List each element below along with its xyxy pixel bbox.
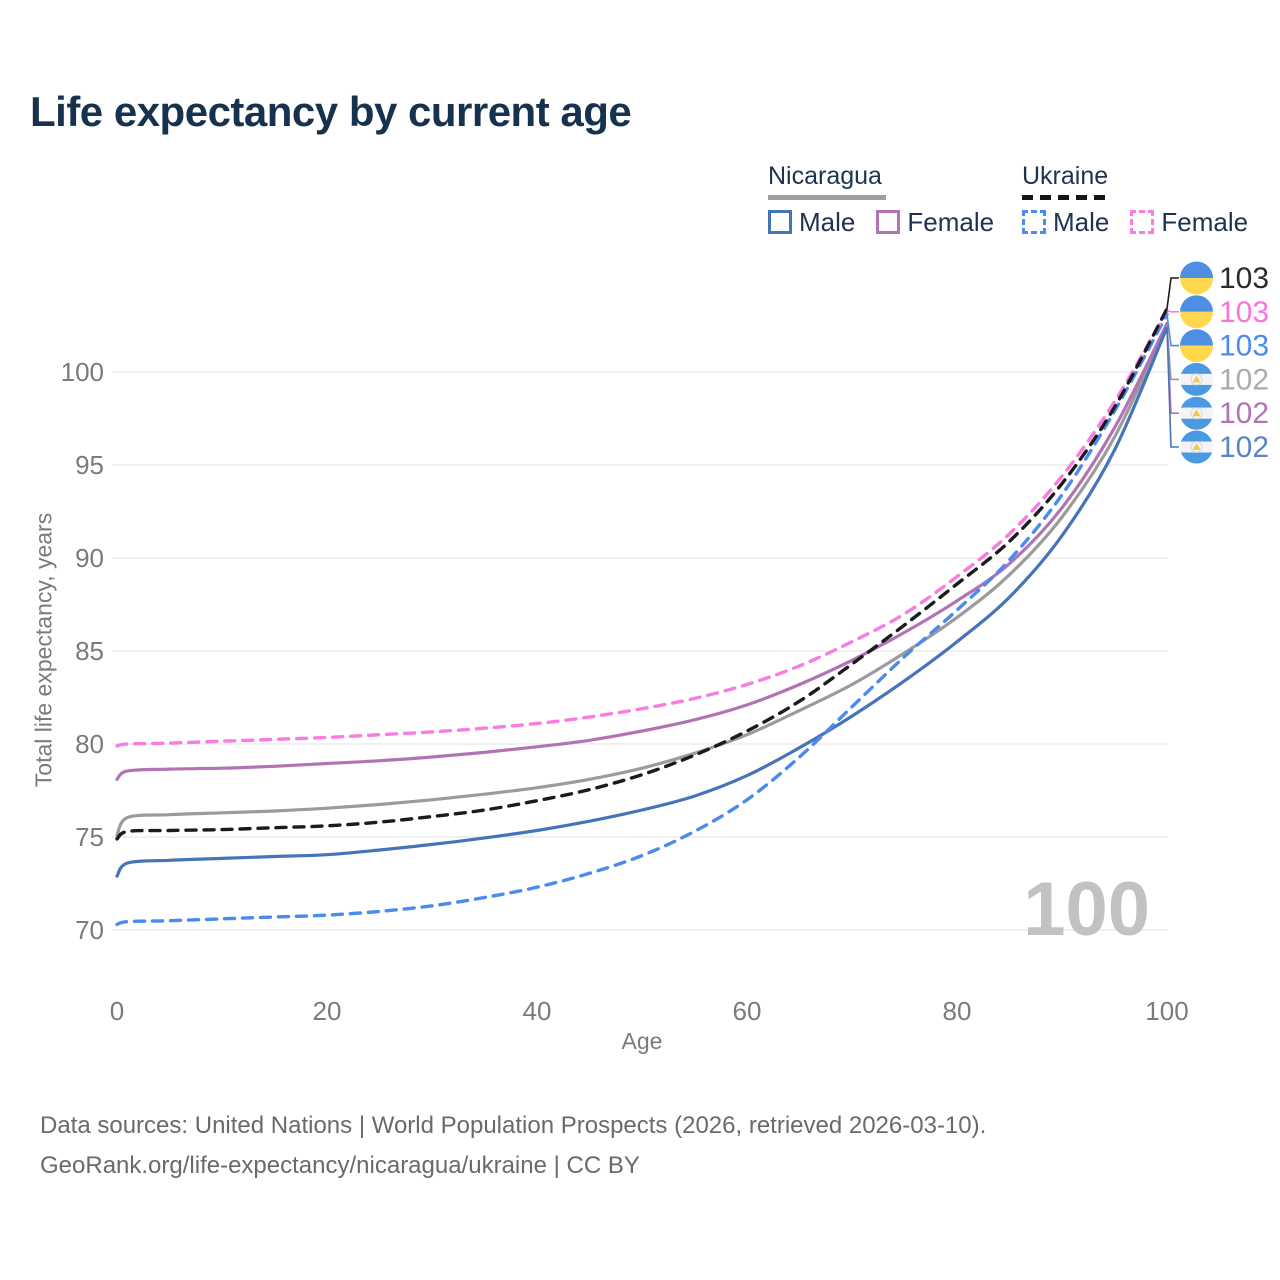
flag-emblem-triangle [1192,375,1201,383]
nicaragua-flag-icon [1180,430,1213,464]
series-end-label-ukraine-all: 103 [1219,262,1269,295]
nicaragua-flag-icon [1180,362,1213,396]
flag-emblem-ring [1190,441,1203,453]
flag-emblem-ring [1190,407,1203,420]
chart-title: Life expectancy by current age [30,88,632,135]
flag-blue-band [1180,362,1213,374]
flag-blue-band [1180,418,1213,430]
legend-item-nicaragua-female[interactable]: Female [876,209,994,235]
x-tick-label: 40 [523,996,552,1026]
legend-item-label: Male [799,207,856,237]
flag-emblem-ring [1190,373,1203,386]
series-end-label-nicaragua-male: 102 [1219,431,1269,464]
legend-item-nicaragua-male[interactable]: Male [768,209,855,235]
flag-yellow-band [1180,278,1213,295]
series-end-label-ukraine-male: 103 [1219,330,1269,363]
nicaragua-female-checkbox-icon[interactable] [876,210,901,234]
end-label-connector-nicaragua-male [1166,327,1179,448]
legend-country-label-nicaragua: Nicaragua [768,162,882,190]
series-end-label-ukraine-female: 103 [1219,296,1269,329]
series-line-ukraine-all [115,307,1169,841]
x-tick-label: 0 [110,996,124,1026]
x-tick-label: 60 [733,996,762,1026]
y-axis-title: Total life expectancy, years [30,512,57,788]
ukraine-male-checkbox-icon[interactable] [1022,210,1046,234]
flag-emblem-triangle [1192,443,1201,450]
x-axis-title: Age [621,1028,663,1054]
legend-country-label-ukraine: Ukraine [1022,162,1109,190]
x-tick-label: 80 [943,996,972,1026]
footer-source-line: Data sources: United Nations | World Pop… [40,1112,987,1139]
flag-blue-band [1180,452,1213,464]
legend-item-label: Female [907,207,995,237]
end-label-connector-ukraine-male [1166,314,1179,347]
legend-item-label: Male [1053,207,1110,237]
nicaragua-flag-icon [1180,396,1213,430]
legend-group-nicaragua: Nicaragua Male Female [768,162,994,235]
legend-item-ukraine-female[interactable]: Female [1130,209,1248,235]
flag-blue-band [1180,384,1213,396]
flag-yellow-band [1180,311,1213,329]
x-tick-label: 100 [1145,996,1188,1026]
nicaragua-male-checkbox-icon[interactable] [768,210,792,234]
y-tick-label: 75 [75,822,104,852]
flag-blue-band [1180,261,1213,278]
flag-blue-band [1180,329,1213,346]
age-counter-watermark: 100 [1023,867,1150,952]
y-tick-label: 95 [75,450,104,480]
end-label-connector-ukraine-female [1166,309,1179,313]
ukraine-dashed-line-key-icon [1022,195,1112,200]
footer: Data sources: United Nations | World Pop… [40,1106,986,1186]
ukraine-flag-icon [1180,261,1213,295]
series-end-label-nicaragua-female: 102 [1219,397,1269,430]
series-line-nicaragua-all [115,323,1169,837]
footer-attribution-line: GeoRank.org/life-expectancy/nicaragua/uk… [40,1152,640,1179]
y-tick-label: 85 [75,636,104,666]
series-line-ukraine-male [115,312,1169,927]
ukraine-flag-icon [1180,329,1213,363]
series-end-label-nicaragua-all: 102 [1219,363,1269,396]
legend-group-ukraine: Ukraine Male Female [1022,162,1248,235]
ukraine-flag-icon [1180,295,1213,329]
legend-item-label: Female [1161,207,1249,237]
legend-row-ukraine: Male Female [1022,209,1248,235]
x-tick-label: 20 [313,996,342,1026]
flag-emblem-triangle [1192,409,1201,417]
legend-row-nicaragua: Male Female [768,209,994,235]
y-tick-label: 70 [75,915,104,945]
flag-blue-band [1180,295,1213,312]
legend-item-ukraine-male[interactable]: Male [1022,209,1109,235]
y-tick-label: 90 [75,543,104,573]
end-label-connector-ukraine-all [1166,277,1179,309]
nicaragua-solid-line-key-icon [768,195,886,200]
series-line-nicaragua-male [115,325,1169,878]
y-tick-label: 80 [75,729,104,759]
flag-blue-band [1180,396,1213,408]
series-line-ukraine-female [115,308,1169,748]
flag-yellow-band [1180,345,1213,363]
ukraine-female-checkbox-icon[interactable] [1130,210,1155,234]
series-line-nicaragua-female [115,322,1169,781]
flag-blue-band [1180,430,1213,442]
y-tick-label: 100 [61,357,104,387]
